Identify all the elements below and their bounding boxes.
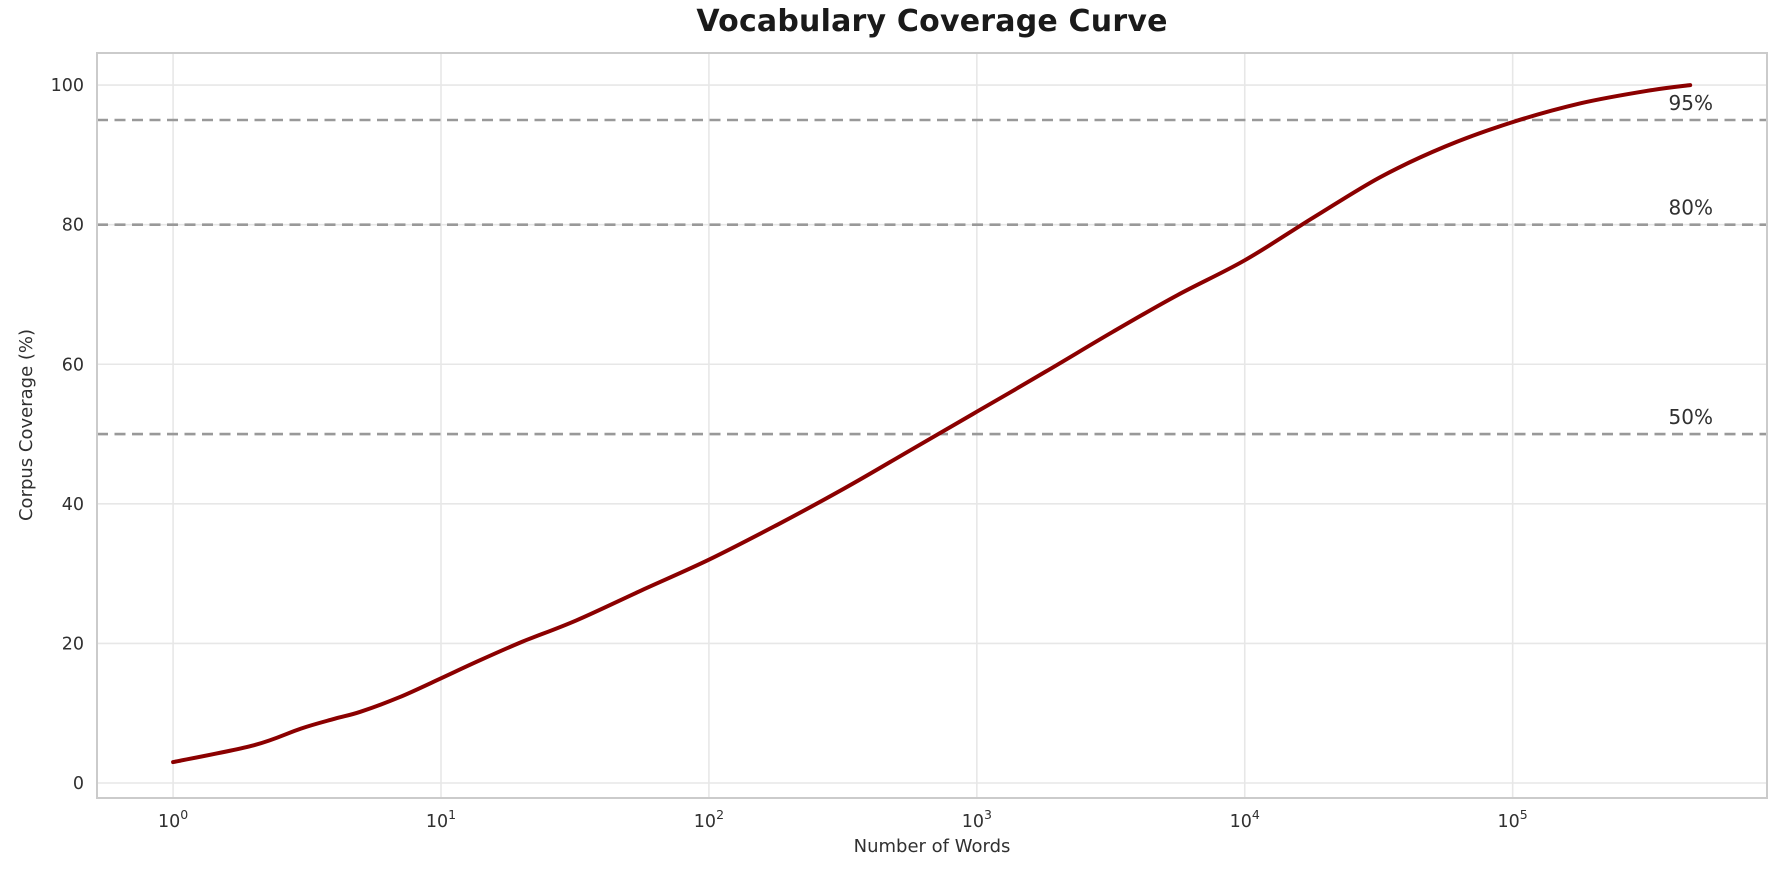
- y-tick-label: 80: [62, 216, 84, 236]
- y-tick-label: 40: [62, 495, 84, 515]
- x-tick-label: 103: [962, 807, 992, 832]
- x-tick-label: 104: [1230, 807, 1260, 832]
- y-tick-label: 100: [51, 76, 84, 96]
- chart-title: Vocabulary Coverage Curve: [696, 4, 1168, 39]
- plot-background: [97, 53, 1767, 798]
- x-tick-label: 105: [1498, 807, 1528, 832]
- vocabulary-coverage-curve: [171, 83, 1693, 765]
- axes-spines: [96, 52, 1768, 799]
- x-axis-label: Number of Words: [853, 836, 1011, 857]
- y-tick-label: 0: [73, 774, 84, 794]
- x-tick-label: 101: [426, 807, 456, 832]
- y-tick-label: 20: [62, 634, 84, 654]
- y-axis-label: Corpus Coverage (%): [16, 328, 37, 522]
- x-tick-label: 102: [694, 807, 724, 832]
- reference-label-80: 80%: [1669, 196, 1713, 220]
- reference-label-50: 50%: [1669, 405, 1713, 429]
- reference-label-95: 95%: [1669, 91, 1713, 115]
- x-tick-label: 100: [158, 807, 188, 832]
- y-tick-label: 60: [62, 355, 84, 375]
